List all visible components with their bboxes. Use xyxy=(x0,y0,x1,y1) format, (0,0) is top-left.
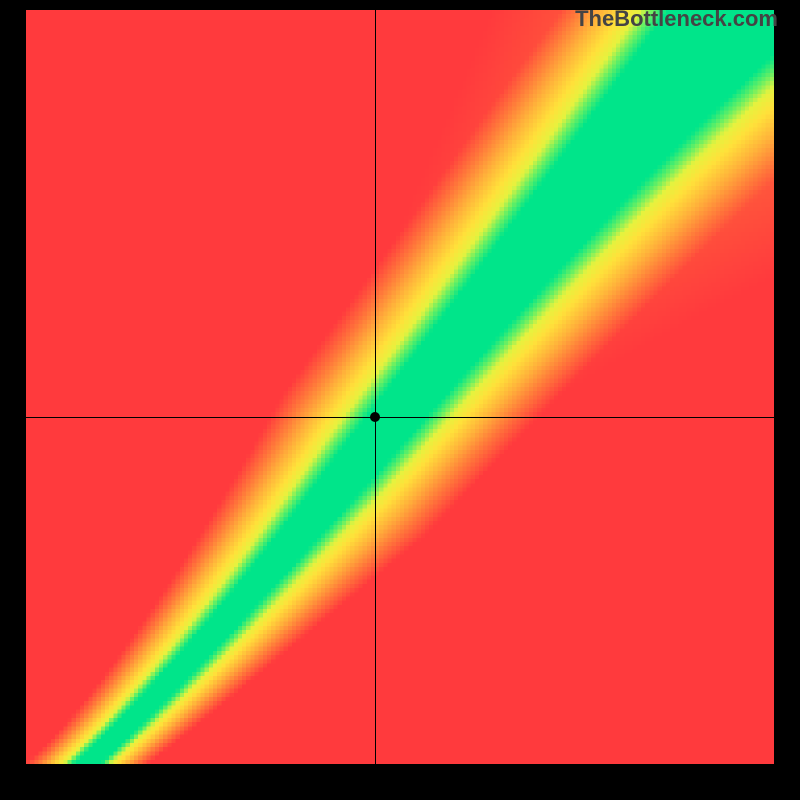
data-point-marker xyxy=(370,412,380,422)
crosshair-horizontal xyxy=(26,417,774,418)
chart-container: TheBottleneck.com xyxy=(0,0,800,800)
bottleneck-heatmap xyxy=(26,10,774,764)
crosshair-vertical xyxy=(375,10,376,764)
watermark-text: TheBottleneck.com xyxy=(575,6,778,32)
